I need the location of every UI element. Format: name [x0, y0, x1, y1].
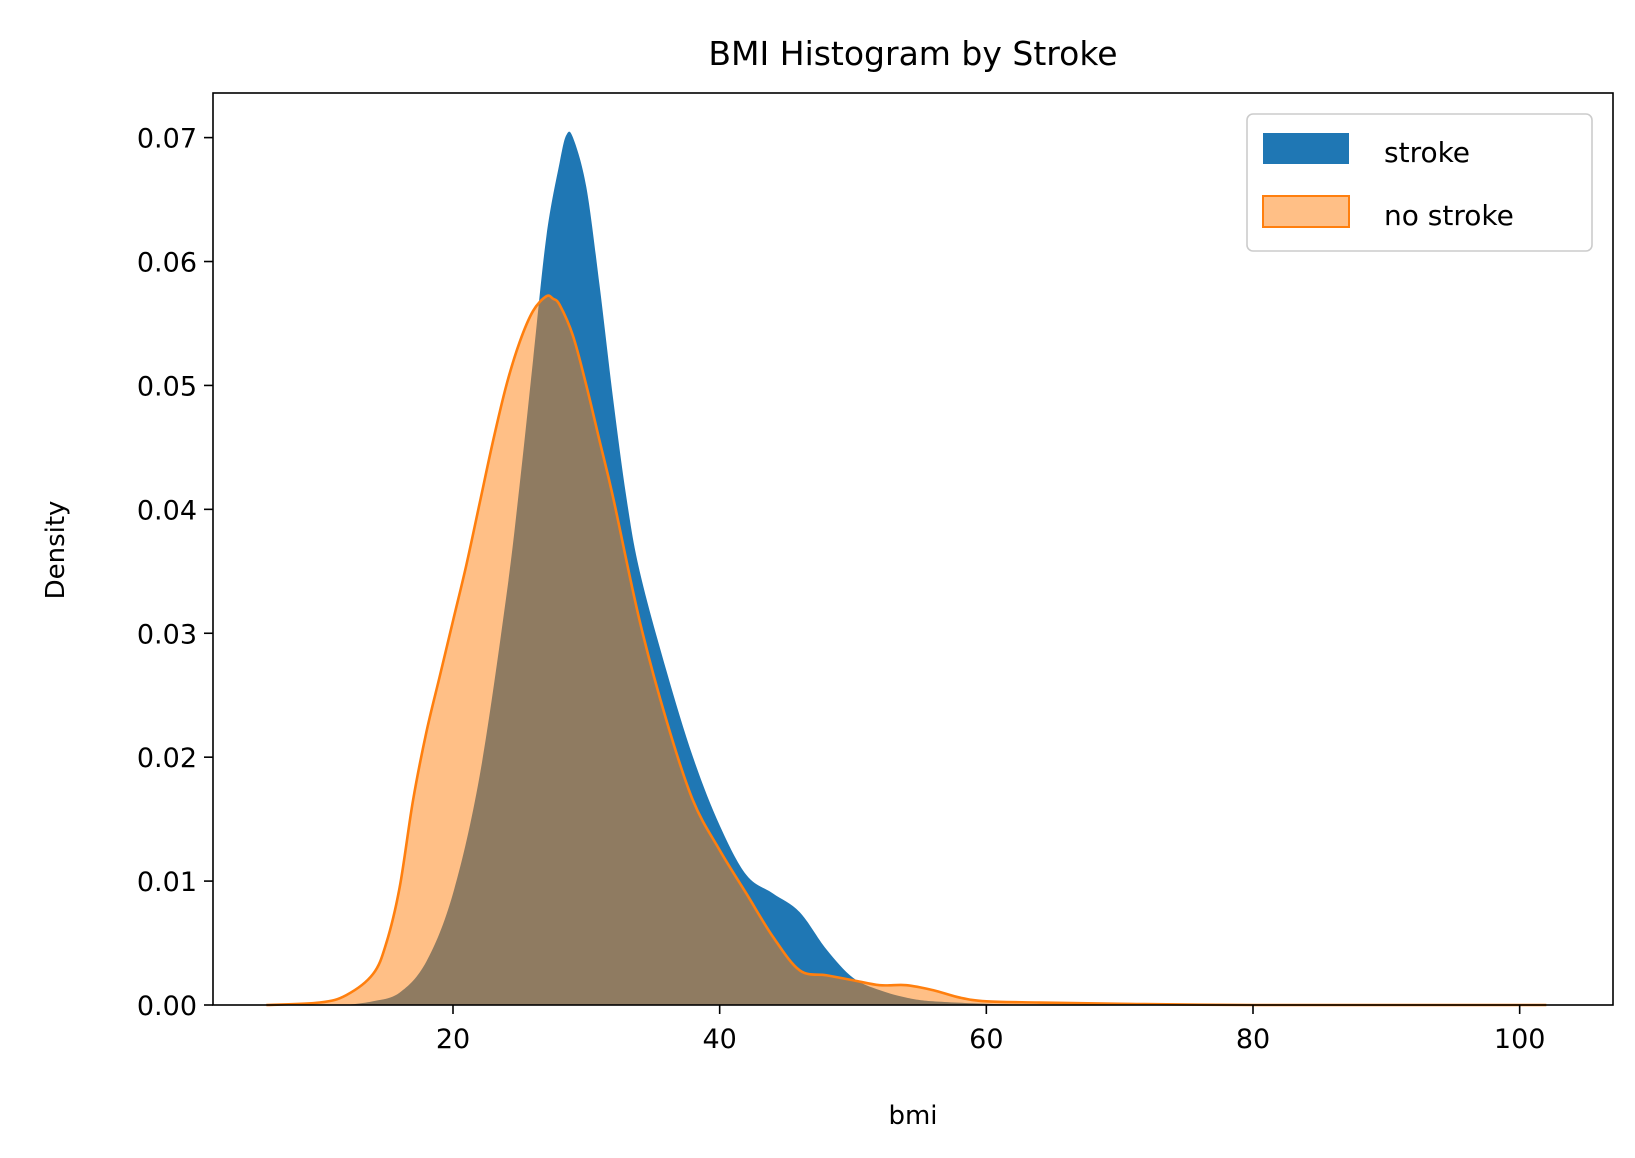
- y-tick-label: 0.07: [137, 124, 197, 155]
- y-tick-label: 0.05: [137, 371, 197, 402]
- density-area-no-stroke: [266, 295, 1547, 1005]
- legend-swatch-stroke: [1263, 133, 1349, 164]
- x-tick-label: 60: [969, 1024, 1003, 1055]
- y-tick-label: 0.00: [137, 991, 197, 1022]
- y-tick-label: 0.01: [137, 867, 197, 898]
- chart-title: BMI Histogram by Stroke: [708, 34, 1117, 73]
- density-line-no-stroke: [266, 294, 1547, 1007]
- legend-label-no-stroke: no stroke: [1384, 199, 1514, 232]
- y-tick-label: 0.03: [137, 619, 197, 650]
- y-axis: 0.00 0.01 0.02 0.03 0.04 0.05 0.06 0.07: [137, 124, 213, 1022]
- x-tick-label: 80: [1236, 1024, 1270, 1055]
- x-tick-label: 40: [702, 1024, 736, 1055]
- x-tick-label: 100: [1494, 1024, 1546, 1055]
- y-axis-label: Density: [41, 501, 71, 600]
- y-tick-label: 0.02: [137, 743, 197, 774]
- legend-swatch-no-stroke: [1262, 195, 1350, 228]
- x-axis-label: bmi: [888, 1101, 937, 1131]
- legend: stroke no stroke: [1246, 113, 1593, 252]
- y-tick-label: 0.06: [137, 248, 197, 279]
- series-layer: [266, 131, 1547, 1007]
- plot-frame: [212, 92, 1614, 1006]
- legend-label-stroke: stroke: [1384, 136, 1470, 169]
- x-axis: 20 40 60 80 100: [436, 1005, 1546, 1055]
- x-tick-label: 20: [436, 1024, 470, 1055]
- y-tick-label: 0.04: [137, 495, 197, 526]
